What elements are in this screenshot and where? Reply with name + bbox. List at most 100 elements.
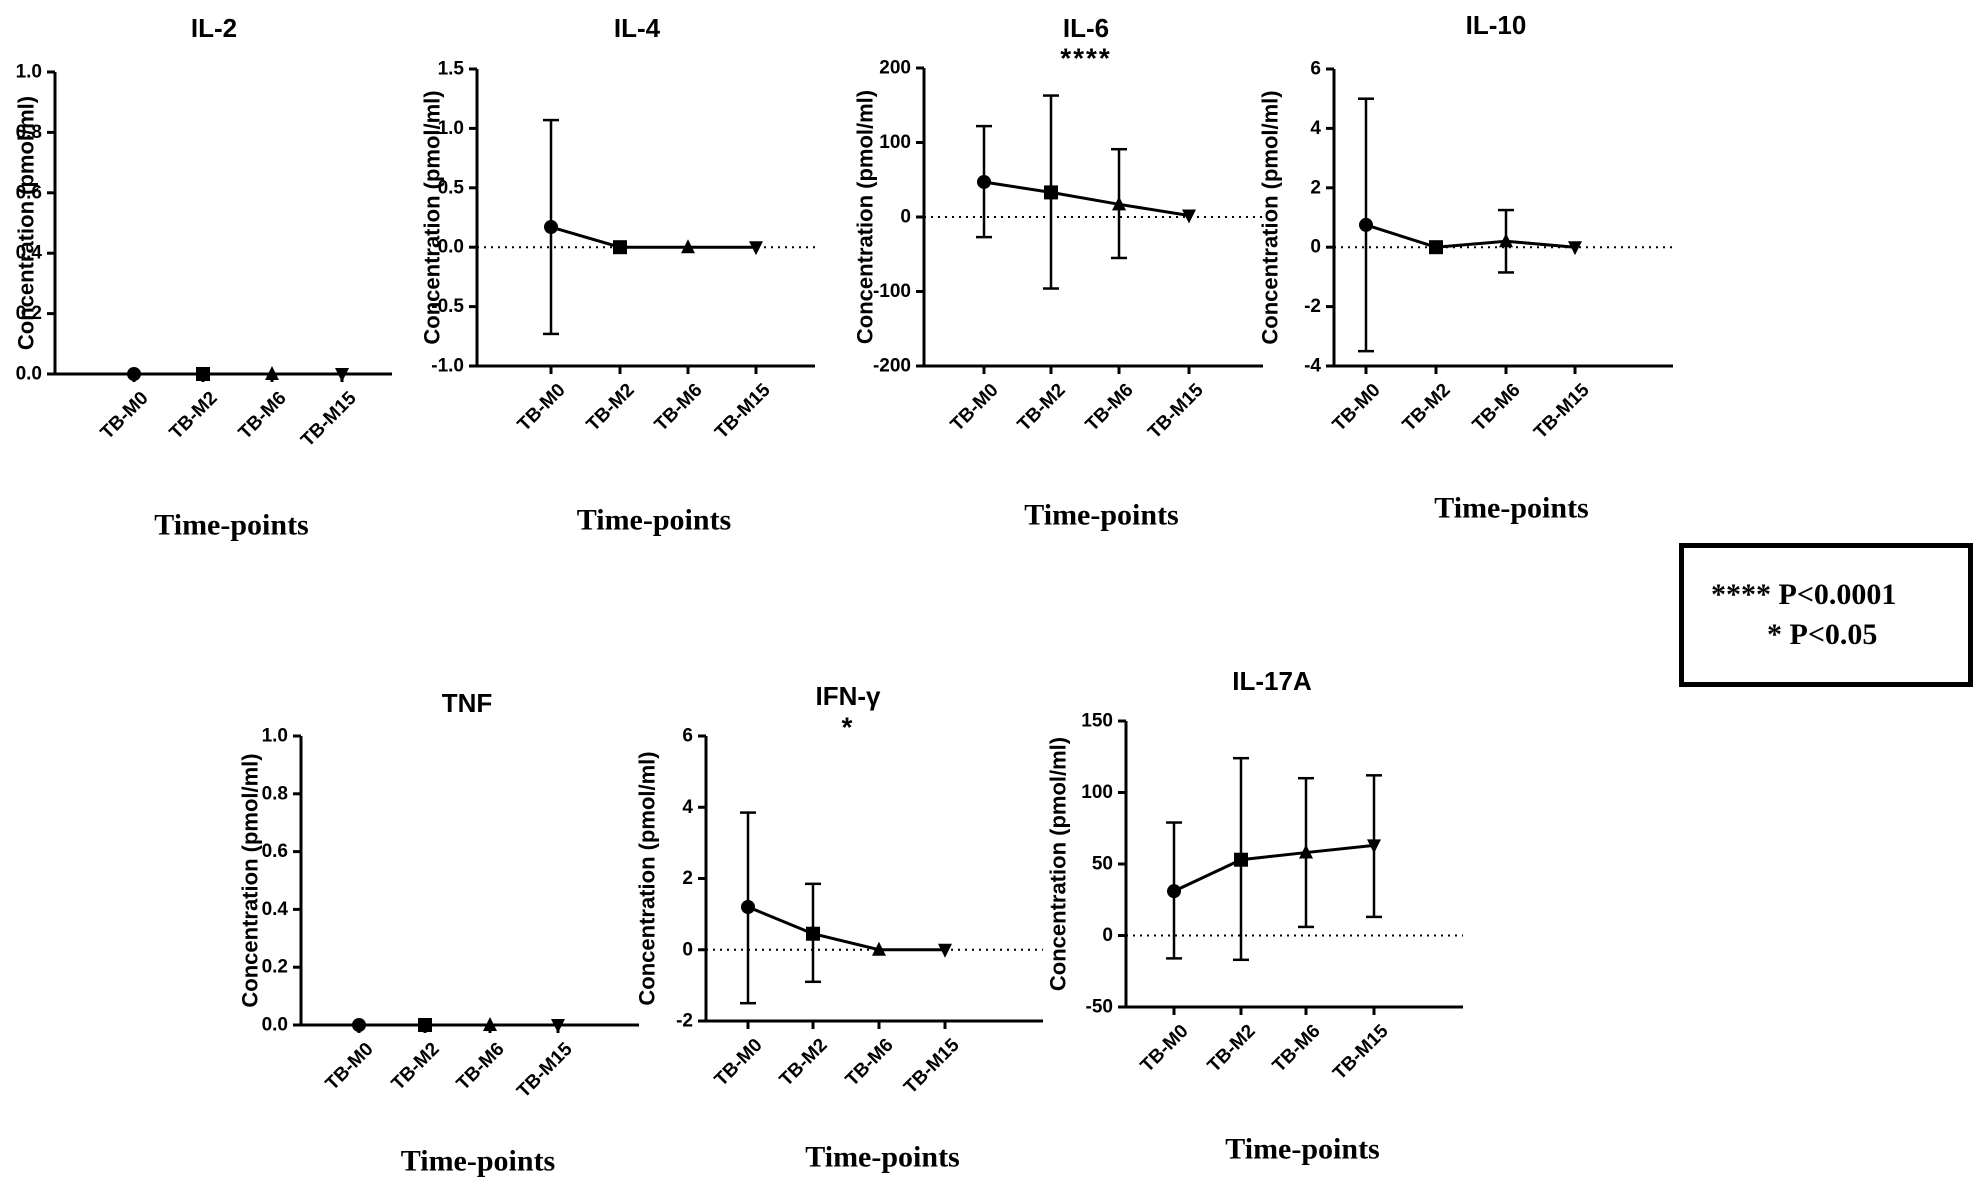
data-point-circle bbox=[544, 220, 558, 235]
x-tick-label: TB-M0 bbox=[1137, 1021, 1193, 1077]
x-tick-label: TB-M2 bbox=[1014, 380, 1070, 436]
y-tick-label: -100 bbox=[873, 281, 911, 302]
y-tick-label: 100 bbox=[1081, 782, 1113, 803]
x-axis-label: Time-points bbox=[1225, 1133, 1379, 1166]
y-axis-label: Concentration (pmol/ml) bbox=[635, 751, 660, 1005]
x-axis-label: Time-points bbox=[154, 509, 308, 542]
y-tick-label: -50 bbox=[1086, 997, 1113, 1018]
panel-title: IL-6 bbox=[1063, 13, 1109, 43]
data-point-triangle bbox=[265, 366, 279, 380]
data-point-triangle bbox=[1499, 233, 1513, 248]
series-line bbox=[983, 180, 1190, 217]
y-tick-label: 1.0 bbox=[262, 726, 288, 747]
y-tick-label: 0 bbox=[900, 207, 911, 228]
panel-title: IL-4 bbox=[614, 13, 661, 43]
data-point-square bbox=[613, 240, 627, 255]
x-axis-label: Time-points bbox=[1434, 492, 1588, 525]
y-tick-label: 2 bbox=[1310, 177, 1321, 198]
x-tick-label: TB-M15 bbox=[711, 379, 775, 443]
y-axis-label: Concentration (pmol/ml) bbox=[420, 90, 445, 344]
y-tick-label: 0.2 bbox=[262, 957, 288, 978]
x-tick-label: TB-M0 bbox=[1329, 380, 1385, 436]
panel-il-2: IL-2 0.0 0.2 0.4 0.6 0.8 1.0 TB-M0 TB-M2 TB-M6 TB-… bbox=[14, 13, 392, 542]
data-point-circle bbox=[977, 174, 991, 189]
y-tick-label: 1.0 bbox=[16, 62, 42, 83]
significance-stars: **** bbox=[1060, 43, 1112, 74]
x-tick-label: TB-M2 bbox=[583, 380, 639, 436]
y-tick-label: 150 bbox=[1081, 711, 1113, 732]
y-axis-label: Concentration (pmol/ml) bbox=[1258, 90, 1283, 344]
y-tick-label: 0 bbox=[1102, 925, 1113, 946]
x-tick-label: TB-M6 bbox=[842, 1035, 898, 1091]
x-tick-label: TB-M15 bbox=[1144, 379, 1208, 443]
x-axis-label: Time-points bbox=[805, 1141, 959, 1174]
y-tick-label: 0.0 bbox=[16, 364, 42, 385]
y-axis-label: Concentration (pmol/ml) bbox=[853, 90, 878, 344]
y-axis-label: Concentration (pmol/ml) bbox=[238, 753, 263, 1007]
y-tick-label: 6 bbox=[682, 726, 693, 747]
data-point-triangle bbox=[872, 941, 886, 956]
x-tick-label: TB-M2 bbox=[166, 388, 222, 444]
panel-il-6: IL-6**** -200 -100 0 100 200 TB-M0 TB-M2 TB-M6 TB… bbox=[853, 13, 1263, 532]
data-point-triangle bbox=[483, 1017, 497, 1031]
y-tick-label: 0.4 bbox=[262, 899, 289, 920]
data-point-circle bbox=[1167, 884, 1181, 899]
data-point-invtriangle bbox=[749, 241, 763, 256]
data-point-square bbox=[806, 926, 820, 941]
x-tick-label: TB-M0 bbox=[711, 1035, 767, 1091]
x-tick-label: TB-M2 bbox=[776, 1035, 832, 1091]
series-line bbox=[550, 225, 756, 249]
significance-legend: **** P<0.0001 * P<0.05 bbox=[1679, 543, 1973, 687]
data-point-invtriangle bbox=[938, 943, 952, 958]
data-point-invtriangle bbox=[1182, 209, 1196, 224]
y-tick-label: 2 bbox=[682, 868, 693, 889]
y-axis-label: Concentration (pmol/ml) bbox=[1046, 737, 1071, 991]
y-tick-label: 0 bbox=[682, 939, 693, 960]
x-tick-label: TB-M15 bbox=[513, 1038, 577, 1102]
y-tick-label: 0.0 bbox=[438, 237, 464, 258]
y-tick-label: 6 bbox=[1310, 59, 1321, 80]
data-point-triangle bbox=[1112, 196, 1126, 211]
y-tick-label: 0.8 bbox=[16, 122, 42, 143]
data-point-square bbox=[1234, 852, 1248, 867]
y-tick-label: 0 bbox=[1310, 237, 1321, 258]
x-tick-label: TB-M6 bbox=[1469, 380, 1525, 436]
series-line bbox=[1365, 223, 1576, 249]
x-tick-label: TB-M0 bbox=[947, 380, 1003, 436]
x-tick-label: TB-M2 bbox=[1204, 1021, 1260, 1077]
y-tick-label: 1.5 bbox=[438, 59, 465, 80]
y-tick-label: 1.0 bbox=[438, 118, 464, 139]
data-point-square bbox=[1044, 185, 1058, 200]
panel-title: IL-10 bbox=[1466, 10, 1527, 40]
x-axis-label: Time-points bbox=[401, 1145, 555, 1178]
y-tick-label: 100 bbox=[879, 132, 911, 153]
x-tick-label: TB-M15 bbox=[1329, 1020, 1393, 1084]
x-tick-label: TB-M2 bbox=[388, 1039, 444, 1095]
y-tick-label: -200 bbox=[873, 356, 911, 377]
data-point-triangle bbox=[1299, 844, 1313, 859]
y-tick-label: -2 bbox=[1304, 296, 1321, 317]
y-tick-label: 0.6 bbox=[262, 841, 288, 862]
x-tick-label: TB-M15 bbox=[1530, 379, 1594, 443]
y-tick-label: -0.5 bbox=[431, 296, 464, 317]
y-axis-label: Concentration (pmol/ml) bbox=[14, 96, 39, 350]
y-tick-label: 4 bbox=[1310, 118, 1321, 139]
data-point-invtriangle bbox=[335, 368, 349, 382]
data-point-circle bbox=[352, 1018, 366, 1032]
y-tick-label: -1.0 bbox=[431, 356, 464, 377]
legend-line-p0001: **** P<0.0001 bbox=[1711, 578, 1897, 611]
x-tick-label: TB-M0 bbox=[322, 1039, 378, 1095]
panel-ifn-: IFN-γ* -2 0 2 4 6 TB-M0 TB-M2 TB-M6 TB-M15 Concent… bbox=[635, 681, 1043, 1174]
y-tick-label: -4 bbox=[1304, 356, 1321, 377]
panel-title: IL-2 bbox=[191, 13, 237, 43]
legend-line-p005: * P<0.05 bbox=[1767, 618, 1878, 651]
x-tick-label: TB-M6 bbox=[651, 380, 707, 436]
data-point-invtriangle bbox=[1568, 241, 1582, 256]
x-axis-label: Time-points bbox=[1024, 499, 1178, 532]
significance-stars: * bbox=[842, 712, 855, 743]
series-line bbox=[1173, 843, 1375, 893]
data-point-circle bbox=[1359, 217, 1373, 232]
x-tick-label: TB-M15 bbox=[900, 1034, 964, 1098]
y-tick-label: 0.4 bbox=[16, 243, 43, 264]
